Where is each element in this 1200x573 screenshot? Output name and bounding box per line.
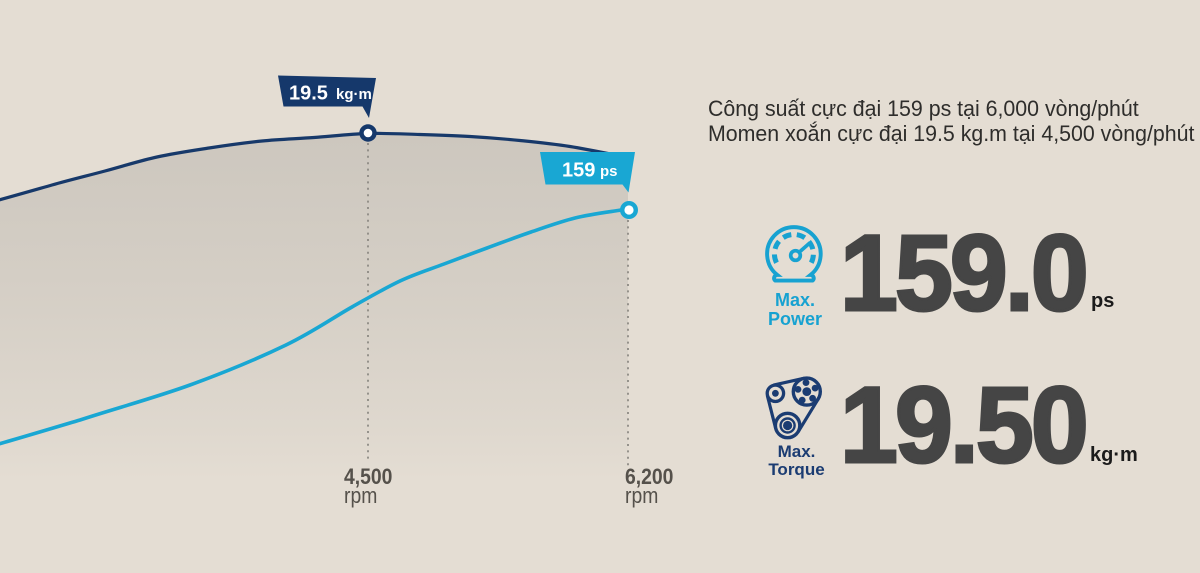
svg-text:kg·m: kg·m xyxy=(336,86,372,103)
svg-text:19.5: 19.5 xyxy=(289,83,328,105)
svg-text:159: 159 xyxy=(562,160,595,182)
svg-text:ps: ps xyxy=(600,163,618,180)
